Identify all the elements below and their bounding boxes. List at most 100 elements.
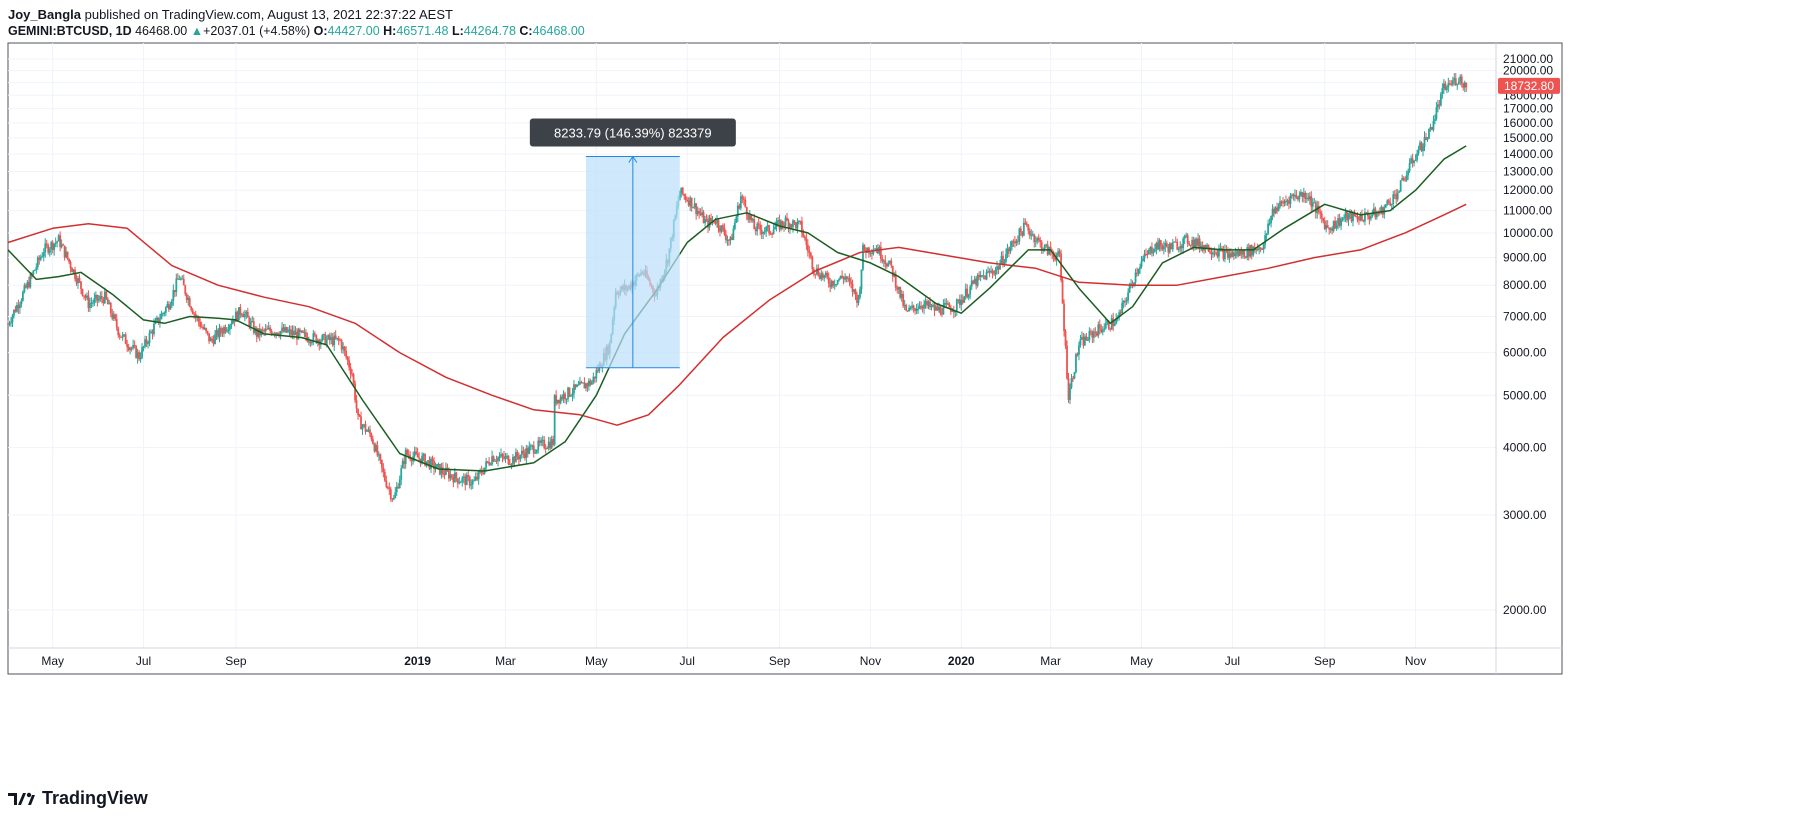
candle [1158, 238, 1161, 252]
candle-body [528, 446, 531, 454]
candle-body [1045, 244, 1048, 246]
candle-body [1097, 324, 1100, 336]
candle-body [567, 387, 569, 399]
candle [351, 368, 353, 377]
candle-body [389, 489, 392, 499]
candle-body [841, 275, 844, 278]
candle-body [1021, 232, 1024, 236]
candle [1098, 319, 1101, 335]
candle [8, 320, 11, 327]
candle-body [999, 263, 1001, 270]
candle [763, 227, 766, 235]
candle [509, 459, 511, 466]
candle-body [884, 260, 887, 264]
candle [1058, 248, 1061, 258]
candle-body [99, 296, 102, 299]
candle-body [242, 314, 245, 318]
candle [717, 218, 720, 233]
candle [1131, 280, 1134, 289]
candle-body [942, 304, 945, 315]
candle [77, 276, 79, 289]
candle-body [960, 299, 963, 306]
candle-body [93, 297, 96, 303]
candle-body [1271, 208, 1274, 216]
last-price: 46468.00 [135, 24, 188, 38]
candle-body [725, 234, 727, 241]
candle [1075, 352, 1077, 374]
candle-body [21, 292, 24, 301]
candle-body [1022, 222, 1025, 236]
candle-body [1423, 137, 1426, 147]
candle [313, 331, 316, 337]
candle [157, 317, 160, 325]
candle [1359, 211, 1362, 222]
candle-body [543, 439, 546, 449]
candle [1364, 208, 1366, 226]
candle-body [1119, 312, 1122, 314]
candle [1121, 297, 1124, 315]
candle [838, 277, 841, 282]
candle-body [1224, 249, 1226, 260]
candle-body [324, 334, 327, 345]
candle-body [217, 330, 219, 338]
candle-body [525, 448, 528, 459]
candle [1323, 216, 1326, 231]
candle-body [442, 467, 444, 474]
candle [20, 298, 23, 308]
candle [1393, 190, 1396, 199]
candle [376, 440, 379, 458]
candle [1301, 191, 1304, 203]
candle [1337, 214, 1340, 230]
candle-body [372, 439, 374, 444]
candle [680, 187, 683, 198]
candle [1033, 233, 1036, 248]
candle-body [1434, 119, 1436, 122]
candle [452, 474, 455, 488]
candle [1228, 248, 1231, 263]
candle-body [1011, 241, 1013, 247]
y-tick-label: 12000.00 [1503, 183, 1553, 197]
candle-body [756, 223, 759, 232]
candle [191, 307, 194, 315]
candle-body [1308, 196, 1311, 200]
candle-body [1314, 202, 1317, 213]
candle-body [75, 278, 78, 284]
candle-body [270, 330, 273, 335]
candle-body [747, 215, 750, 220]
candle-body [7, 323, 9, 325]
candle-body [963, 296, 966, 303]
candle-body [970, 280, 973, 287]
candle-body [555, 395, 558, 404]
candle-body [1319, 211, 1322, 214]
candle-body [333, 335, 336, 346]
candle [1392, 191, 1395, 210]
candle-body [778, 220, 781, 230]
candle [229, 323, 231, 336]
candle [36, 255, 39, 270]
candle-body [86, 295, 88, 298]
chart-header: Joy_Bangla published on TradingView.com,… [8, 6, 585, 40]
candle-body [343, 346, 346, 351]
candle [571, 387, 574, 402]
candle-body [492, 456, 495, 462]
candle [549, 437, 552, 451]
candle [1414, 154, 1417, 162]
candle [1031, 230, 1034, 237]
author-name[interactable]: Joy_Bangla [8, 7, 81, 22]
candle [1103, 323, 1106, 333]
candle-body [1296, 197, 1299, 200]
candle [1338, 213, 1341, 228]
candle-body [765, 226, 768, 232]
candle [1000, 251, 1003, 265]
candle [322, 333, 325, 341]
candle-body [781, 220, 784, 226]
candle-body [78, 277, 81, 282]
candle-body [1140, 261, 1143, 267]
candle [1419, 140, 1421, 151]
candle-body [771, 233, 774, 235]
candle [690, 197, 693, 212]
candle-body [915, 308, 918, 312]
candle [1089, 328, 1092, 336]
candle [333, 331, 336, 351]
